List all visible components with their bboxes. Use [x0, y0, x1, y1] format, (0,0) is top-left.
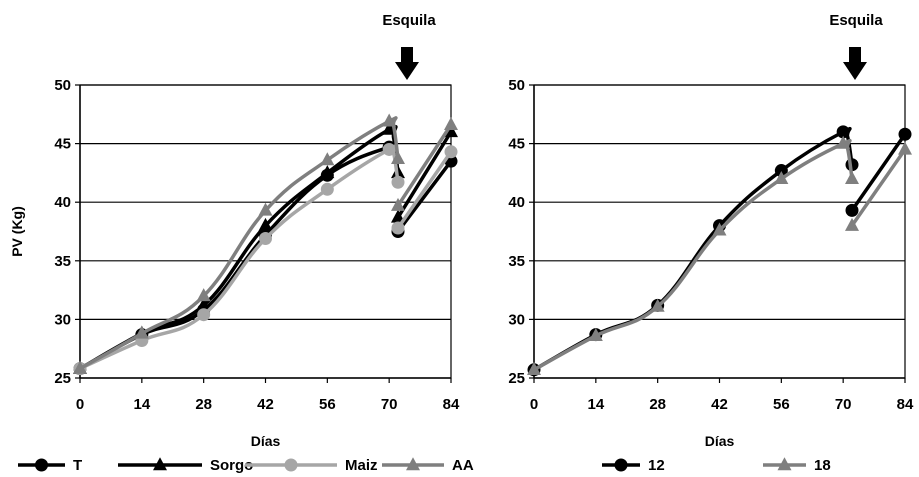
- data-point-12: [774, 164, 788, 178]
- data-point-Sorgo: [391, 209, 405, 223]
- y-tick-label: 30: [54, 311, 71, 328]
- data-point-Maiz: [382, 142, 396, 156]
- data-point-AA: [391, 197, 405, 211]
- y-tick-label: 30: [508, 311, 525, 328]
- legend-label: AA: [452, 457, 474, 474]
- legend-marker: [614, 458, 628, 472]
- legend-marker: [153, 457, 167, 471]
- x-axis-label: Días: [251, 433, 281, 449]
- x-tick-label: 42: [257, 396, 274, 413]
- legend-label: Maiz: [345, 457, 378, 474]
- data-point-Sorgo: [382, 121, 397, 135]
- series-18: [527, 135, 912, 375]
- x-tick-label: 0: [76, 396, 84, 413]
- x-tick-label: 70: [381, 396, 398, 413]
- data-point-Maiz: [391, 221, 405, 235]
- annotation-label: Esquila: [829, 12, 883, 29]
- data-point-12: [845, 203, 859, 217]
- legend-label: Sorgo: [210, 457, 253, 474]
- y-tick-label: 45: [54, 136, 71, 153]
- y-tick-label: 35: [54, 253, 71, 270]
- x-tick-label: 28: [649, 396, 666, 413]
- data-point-18: [845, 170, 859, 184]
- data-point-AA: [444, 117, 458, 131]
- series-line-AA: [79, 116, 400, 371]
- data-point-Sorgo: [320, 165, 335, 179]
- data-point-Sorgo: [258, 217, 273, 231]
- series-line-Sorgo: [396, 130, 453, 219]
- x-axis-label: Días: [705, 433, 735, 449]
- data-point-Sorgo: [444, 124, 458, 138]
- y-tick-label: 40: [508, 194, 525, 211]
- x-tick-label: 84: [897, 396, 914, 413]
- x-tick-label: 28: [195, 396, 212, 413]
- annotation-arrow: [843, 47, 867, 80]
- y-tick-label: 25: [54, 370, 71, 387]
- y-tick-label: 25: [508, 370, 525, 387]
- data-point-AA: [196, 288, 211, 302]
- data-point-AA: [73, 360, 87, 374]
- legend-marker: [777, 457, 792, 471]
- y-tick-label: 45: [508, 136, 525, 153]
- y-tick-label: 50: [54, 77, 71, 94]
- data-point-12: [836, 125, 850, 139]
- data-point-18: [712, 222, 727, 236]
- x-tick-label: 70: [835, 396, 852, 413]
- data-point-18: [588, 328, 603, 342]
- legend-marker: [35, 458, 48, 472]
- y-tick-label: 40: [54, 194, 71, 211]
- legend-item-Maiz: [245, 458, 337, 472]
- y-tick-label: 35: [508, 253, 525, 270]
- legend-label: 12: [648, 457, 665, 474]
- x-tick-label: 56: [773, 396, 790, 413]
- legend-item-12: [602, 458, 640, 472]
- x-tick-label: 42: [711, 396, 728, 413]
- series-12: [527, 125, 912, 377]
- legend-label: T: [73, 457, 82, 474]
- data-point-Maiz: [320, 182, 334, 196]
- series-line-12: [850, 133, 907, 212]
- data-point-18: [774, 170, 789, 184]
- y-axis-label: PV (Kg): [9, 206, 25, 257]
- data-point-12: [898, 127, 912, 141]
- data-point-18: [527, 361, 541, 375]
- data-point-18: [836, 135, 851, 149]
- series-AA: [73, 113, 458, 374]
- legend-item-T: [18, 458, 65, 472]
- data-point-18: [845, 217, 859, 231]
- data-point-18: [898, 141, 912, 155]
- legend-marker: [406, 457, 420, 471]
- series-line-Maiz: [396, 150, 453, 229]
- annotation-arrow: [395, 47, 419, 80]
- data-point-AA: [320, 152, 335, 166]
- legend-label: 18: [814, 457, 831, 474]
- data-point-AA: [258, 202, 273, 216]
- data-point-AA: [382, 113, 397, 127]
- data-point-AA: [391, 151, 405, 165]
- data-point-18: [650, 298, 665, 312]
- data-point-Maiz: [259, 232, 272, 246]
- x-tick-label: 84: [443, 396, 460, 413]
- x-tick-label: 14: [587, 396, 604, 413]
- series-line-18: [533, 138, 854, 372]
- series-line-Maiz: [79, 143, 400, 371]
- series-line-T: [79, 143, 398, 371]
- data-point-AA: [134, 325, 149, 339]
- data-point-Maiz: [444, 145, 458, 159]
- legend-marker: [284, 458, 298, 472]
- legend-item-18: [763, 457, 806, 471]
- series-line-AA: [396, 123, 453, 207]
- series-line-18: [850, 148, 907, 227]
- annotation-label: Esquila: [382, 12, 436, 29]
- x-tick-label: 0: [530, 396, 538, 413]
- legend-item-AA: [382, 457, 444, 471]
- x-tick-label: 56: [319, 396, 336, 413]
- y-tick-label: 50: [508, 77, 525, 94]
- x-tick-label: 14: [133, 396, 150, 413]
- data-point-Maiz: [197, 308, 211, 322]
- data-point-Maiz: [391, 175, 405, 189]
- legend-item-Sorgo: [118, 457, 202, 471]
- data-point-Sorgo: [196, 297, 211, 311]
